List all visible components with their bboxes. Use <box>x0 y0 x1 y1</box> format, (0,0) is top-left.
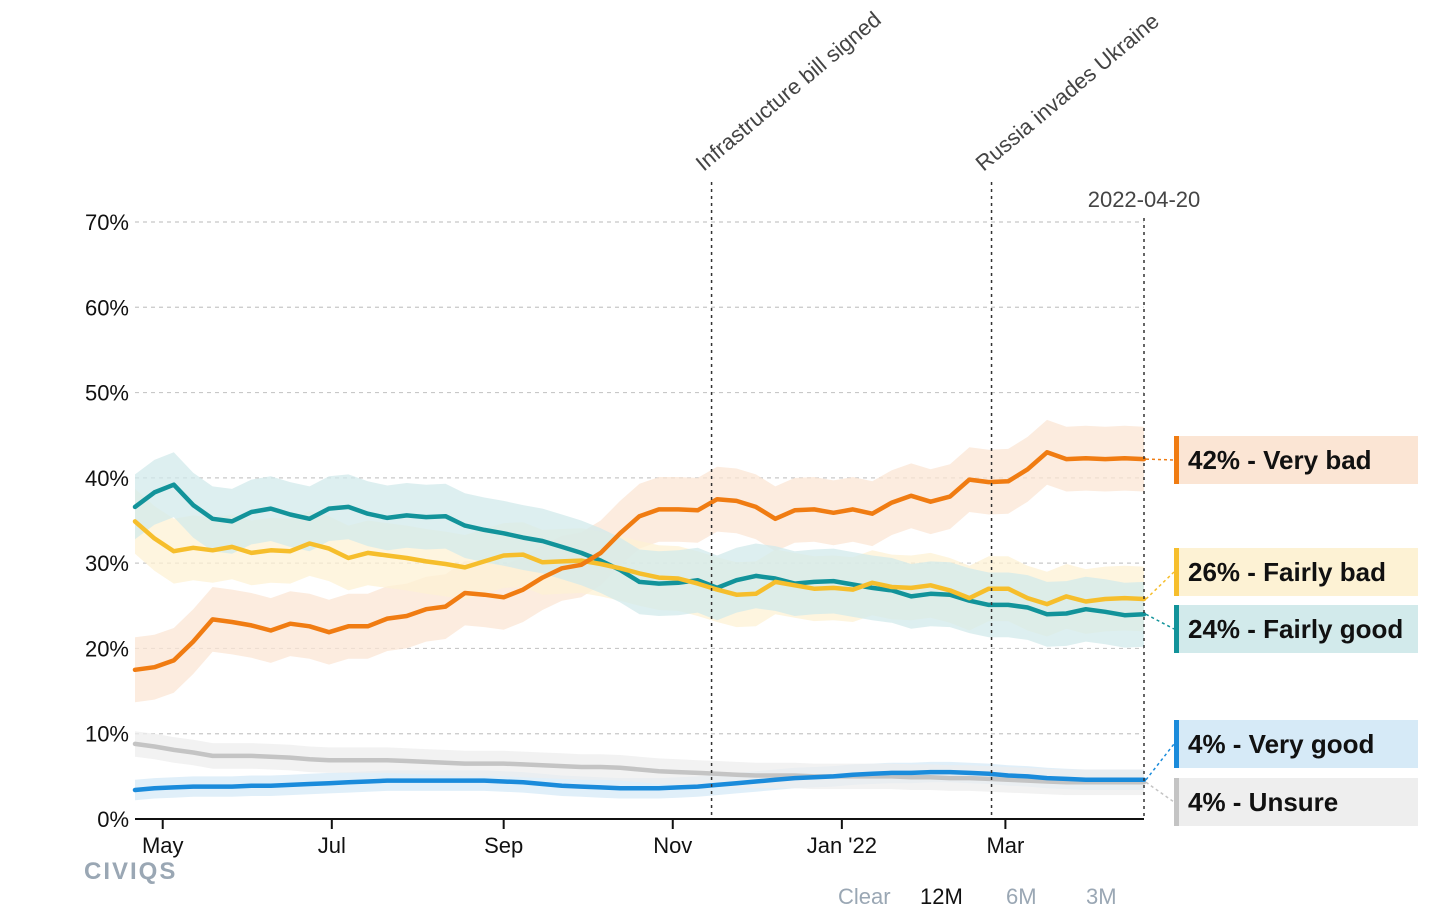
legend-connector <box>1145 571 1175 600</box>
legend-label: 26% - Fairly bad <box>1188 557 1386 587</box>
legend-connector <box>1145 743 1175 781</box>
current-date-label: 2022-04-20 <box>1088 187 1201 212</box>
legend-box[interactable] <box>1174 778 1418 826</box>
range-3m-button[interactable]: 3M <box>1086 884 1117 909</box>
event-markers: Infrastructure bill signed Russia invades… <box>691 7 1201 819</box>
axes: 0% 10% 20% 30% 40% 50% 60% 70% May Jul Sep Nov Jan '… <box>85 210 1144 858</box>
line-unsure <box>132 741 1147 785</box>
line-fairly-bad <box>132 519 1147 607</box>
legend-label: 24% - Fairly good <box>1188 614 1403 644</box>
x-tick-label: Jan '22 <box>807 833 877 858</box>
band-very-bad <box>135 419 1144 703</box>
legend-color-bar <box>1174 436 1179 484</box>
legend-connector <box>1145 781 1175 803</box>
y-tick-label: 20% <box>85 636 129 661</box>
line-very-good <box>132 769 1147 793</box>
x-tick-label: Sep <box>484 833 523 858</box>
y-tick-label: 10% <box>85 722 129 747</box>
legend-connector <box>1145 613 1175 630</box>
legend-label: 4% - Unsure <box>1188 787 1338 817</box>
y-tick-label: 70% <box>85 210 129 235</box>
line-fairly-good <box>132 482 1147 618</box>
legend-color-bar <box>1174 720 1179 768</box>
legend-color-bar <box>1174 548 1179 596</box>
event-label: Russia invades Ukraine <box>971 8 1164 176</box>
x-tick-label: Mar <box>986 833 1024 858</box>
legend-connector <box>1145 458 1175 461</box>
confidence-bands <box>135 419 1144 801</box>
y-tick-label: 30% <box>85 551 129 576</box>
band-fairly-good <box>135 452 1144 648</box>
legend-label: 4% - Very good <box>1188 729 1374 759</box>
y-tick-label: 0% <box>97 807 129 832</box>
x-tick-label: Nov <box>653 833 692 858</box>
range-6m-button[interactable]: 6M <box>1006 884 1037 909</box>
y-tick-label: 50% <box>85 381 129 406</box>
legend-label: 42% - Very bad <box>1188 445 1372 475</box>
legend-color-bar <box>1174 778 1179 826</box>
legend-box[interactable] <box>1174 436 1418 484</box>
line-very-bad <box>132 450 1147 673</box>
y-tick-label: 60% <box>85 295 129 320</box>
civiqs-logo: CIVIQS <box>84 858 178 885</box>
event-label: Infrastructure bill signed <box>691 7 886 176</box>
legend-box[interactable] <box>1174 720 1418 768</box>
x-tick-label: May <box>142 833 184 858</box>
series-lines <box>132 450 1147 793</box>
y-tick-label: 40% <box>85 466 129 491</box>
legend-box[interactable] <box>1174 548 1418 596</box>
range-clear-button[interactable]: Clear <box>838 884 891 909</box>
range-12m-button[interactable]: 12M <box>920 884 963 909</box>
legend[interactable]: 42% - Very bad 26% - Fairly bad 24% - Fair… <box>1145 436 1418 826</box>
legend-color-bar <box>1174 605 1179 653</box>
x-tick-label: Jul <box>318 833 346 858</box>
legend-box[interactable] <box>1174 605 1418 653</box>
band-unsure <box>135 731 1144 796</box>
